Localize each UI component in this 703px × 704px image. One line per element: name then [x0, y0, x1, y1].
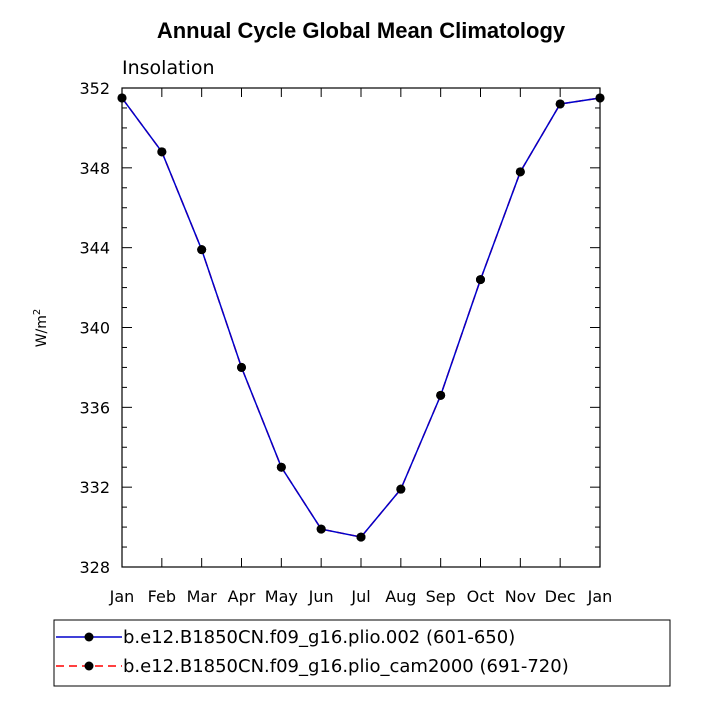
- x-tick-label: Mar: [187, 587, 218, 606]
- y-tick-label: 340: [79, 319, 110, 338]
- x-tick-label: Dec: [545, 587, 576, 606]
- data-point: [515, 167, 525, 177]
- data-point: [237, 362, 246, 372]
- y-axis-label-base: W/m: [34, 315, 50, 347]
- data-point: [436, 390, 446, 400]
- x-tick-label: Feb: [148, 587, 176, 606]
- legend-label: b.e12.B1850CN.f09_g16.plio_cam2000 (691-…: [123, 656, 569, 677]
- plot-frame: [121, 87, 601, 568]
- data-point: [316, 524, 326, 534]
- chart-title: Annual Cycle Global Mean Climatology: [157, 18, 566, 43]
- x-tick-label: Oct: [467, 587, 495, 606]
- x-tick-label: Sep: [426, 587, 456, 606]
- x-axis-labels: Jan Feb Mar Apr May Jun Jul Aug Sep Oct Nov Dec Jan: [109, 587, 613, 606]
- y-tick-label: 336: [79, 398, 110, 417]
- x-tick-label: Jun: [308, 587, 334, 606]
- data-point: [555, 99, 565, 109]
- data-point: [356, 532, 366, 542]
- series-line: [121, 97, 601, 538]
- data-point: [396, 484, 406, 494]
- x-tick-label: Jan: [587, 587, 613, 606]
- y-axis-label: W/m2: [32, 309, 50, 348]
- plot-area: [117, 93, 605, 542]
- data-point: [276, 462, 286, 472]
- chart-subtitle: Insolation: [122, 57, 215, 79]
- x-tick-label: Nov: [505, 587, 536, 606]
- x-tick-label: Jul: [350, 587, 370, 606]
- data-point: [476, 275, 485, 285]
- axis-ticks: [121, 87, 601, 568]
- y-tick-label: 332: [79, 478, 110, 497]
- x-tick-label: Aug: [385, 587, 416, 606]
- data-point: [197, 245, 207, 255]
- legend-marker: [84, 661, 94, 671]
- data-point: [157, 147, 167, 157]
- x-tick-label: May: [265, 587, 298, 606]
- y-tick-label: 344: [79, 239, 110, 258]
- series-line: [121, 97, 601, 538]
- y-tick-label: 352: [79, 79, 110, 98]
- legend-label: b.e12.B1850CN.f09_g16.plio.002 (601-650): [123, 627, 515, 648]
- y-axis-label-superscript: 2: [32, 309, 43, 315]
- x-tick-label: Apr: [228, 587, 256, 606]
- legend-items: b.e12.B1850CN.f09_g16.plio.002 (601-650)…: [56, 627, 569, 677]
- x-tick-label: Jan: [109, 587, 135, 606]
- legend: b.e12.B1850CN.f09_g16.plio.002 (601-650)…: [53, 619, 671, 687]
- legend-marker: [84, 632, 94, 642]
- legend-box: [53, 619, 671, 687]
- y-tick-label: 348: [79, 159, 110, 178]
- y-tick-label: 328: [79, 558, 110, 577]
- y-axis-labels: 328 332 336 340 344 348 352: [79, 79, 110, 577]
